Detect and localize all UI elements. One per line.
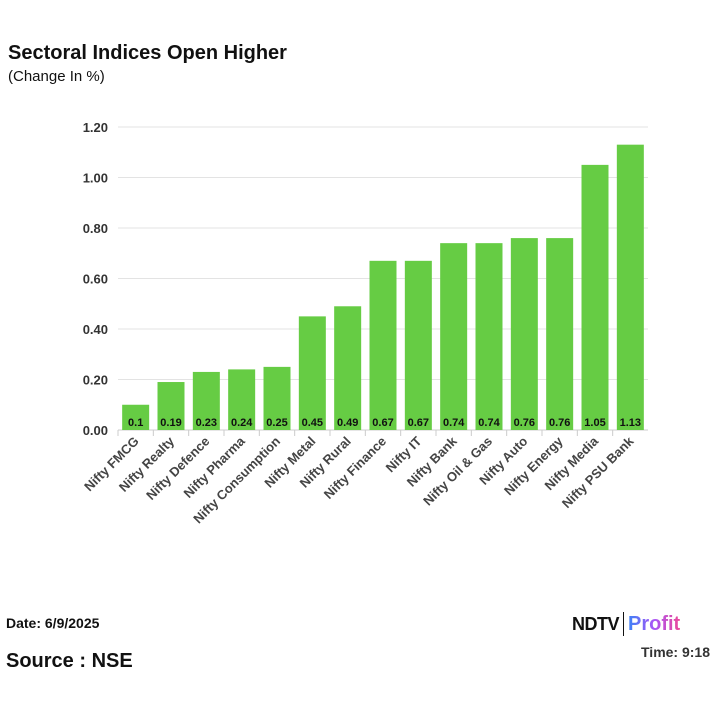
bar: [263, 366, 291, 430]
bar: [298, 316, 326, 430]
ndtv-profit-logo: NDTV Profit: [572, 612, 680, 636]
logo-divider: [623, 612, 624, 636]
date-label: Date: 6/9/2025: [6, 615, 100, 631]
bar: [334, 306, 362, 430]
data-label: 0.67: [372, 417, 393, 429]
data-label: 0.1: [128, 417, 143, 429]
data-label: 0.19: [160, 417, 181, 429]
bar: [510, 238, 538, 430]
bar: [228, 369, 256, 430]
bar: [192, 371, 220, 430]
bar: [369, 260, 397, 430]
bar: [122, 404, 150, 430]
data-label: 0.67: [408, 417, 429, 429]
y-tick-label: 0.80: [83, 221, 108, 236]
time-label: Time: 9:18: [641, 644, 710, 660]
y-tick-label: 1.00: [83, 171, 108, 186]
bar: [440, 243, 468, 430]
bar: [157, 382, 185, 430]
data-label: 0.76: [549, 417, 570, 429]
chart-title: Sectoral Indices Open Higher: [8, 42, 287, 64]
data-label: 0.74: [443, 417, 465, 429]
y-tick-label: 0.20: [83, 373, 108, 388]
source-label: Source : NSE: [6, 650, 133, 672]
logo-ndtv: NDTV: [572, 613, 620, 634]
data-label: 0.49: [337, 417, 358, 429]
y-tick-label: 0.40: [83, 322, 108, 337]
bar: [546, 238, 574, 430]
data-label: 0.23: [196, 417, 217, 429]
data-label: 0.76: [514, 417, 535, 429]
data-label: 1.05: [584, 417, 605, 429]
bar: [404, 260, 432, 430]
bar: [616, 144, 644, 431]
data-label: 0.24: [231, 417, 253, 429]
bar: [581, 164, 609, 430]
data-label: 0.74: [478, 417, 500, 429]
data-label: 1.13: [620, 417, 641, 429]
y-tick-label: 1.20: [83, 120, 108, 135]
y-tick-label: 0.60: [83, 272, 108, 287]
logo-profit: Profit: [628, 612, 681, 635]
bar: [475, 243, 503, 430]
data-label: 0.25: [266, 417, 287, 429]
x-tick-label: Nifty Finance: [321, 434, 389, 502]
chart-subtitle: (Change In %): [8, 68, 105, 85]
data-label: 0.45: [302, 417, 323, 429]
y-tick-label: 0.00: [83, 423, 108, 438]
